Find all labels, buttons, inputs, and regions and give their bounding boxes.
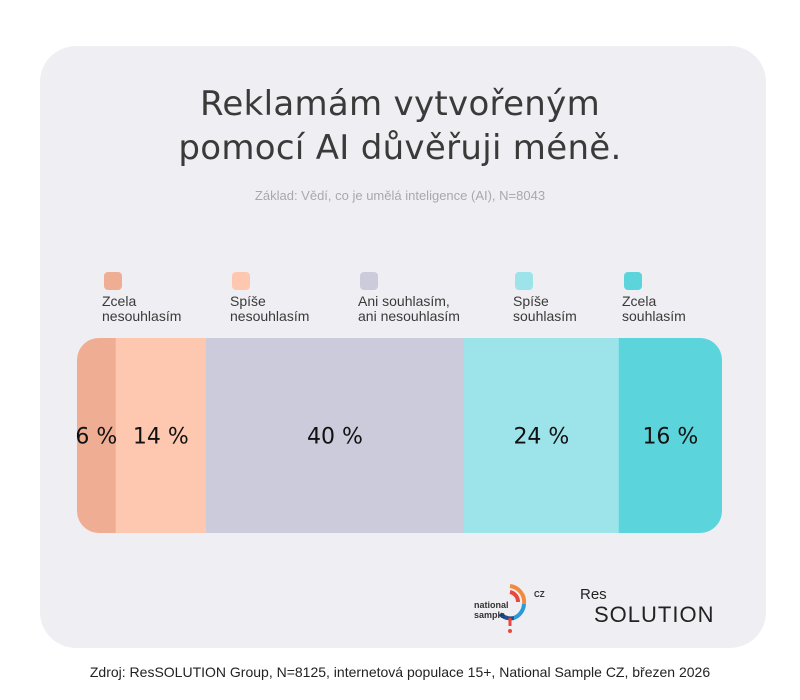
legend-swatch (515, 272, 533, 290)
bar-value-label: 14 % (133, 425, 189, 450)
national-sample-logo: national sample CZ (470, 580, 550, 636)
ressolution-logo: Res SOLUTION (580, 586, 730, 627)
legend-label: Zcela souhlasím (622, 293, 686, 324)
national-sample-cz: CZ (534, 590, 545, 599)
bar-segment (618, 338, 722, 533)
bar-segment (77, 338, 117, 533)
legend-label: Spíše nesouhlasím (230, 293, 310, 324)
bar-value-label: 16 % (642, 425, 698, 450)
chart-title: Reklamám vytvořeným pomocí AI důvěřuji m… (0, 82, 800, 170)
legend-item-spise-nesouhlasim: Spíše nesouhlasím (230, 272, 309, 324)
legend-item-zcela-souhlasim: Zcela souhlasím (622, 272, 686, 324)
bar-segment (115, 338, 207, 533)
chart-subtitle: Základ: Vědí, co je umělá inteligence (A… (254, 188, 546, 203)
title-line-1: Reklamám vytvořeným (199, 84, 600, 124)
legend-swatch (232, 272, 250, 290)
legend-swatch (104, 272, 122, 290)
ressolution-logo-top: Res (580, 586, 607, 603)
national-sample-wordmark: national sample (474, 600, 509, 620)
legend-item-spise-souhlasim: Spíše souhlasím (513, 272, 577, 324)
ressolution-logo-bottom: SOLUTION (594, 602, 715, 627)
legend-label: Zcela nesouhlasím (102, 293, 182, 324)
bar-value-label: 6 % (75, 425, 117, 450)
legend-item-ani-ani: Ani souhlasím, ani nesouhlasím (358, 272, 460, 324)
legend-swatch (360, 272, 378, 290)
title-line-2: pomocí AI důvěřuji méně. (178, 128, 622, 168)
bar-value-label: 24 % (513, 425, 569, 450)
bar-segment (206, 338, 465, 533)
source-footnote: Zdroj: ResSOLUTION Group, N=8125, intern… (89, 664, 711, 680)
legend-label: Ani souhlasím, ani nesouhlasím (358, 293, 460, 324)
bar-segment (464, 338, 620, 533)
national-sample-mark-icon (498, 584, 527, 633)
bar-value-label: 40 % (307, 425, 363, 450)
bar-value-labels: 6 % 14 % 40 % 24 % 16 % (75, 425, 698, 450)
legend-label: Spíše souhlasím (513, 293, 577, 324)
legend-swatch (624, 272, 642, 290)
legend-item-zcela-nesouhlasim: Zcela nesouhlasím (102, 272, 181, 324)
bar-segments (77, 338, 722, 533)
